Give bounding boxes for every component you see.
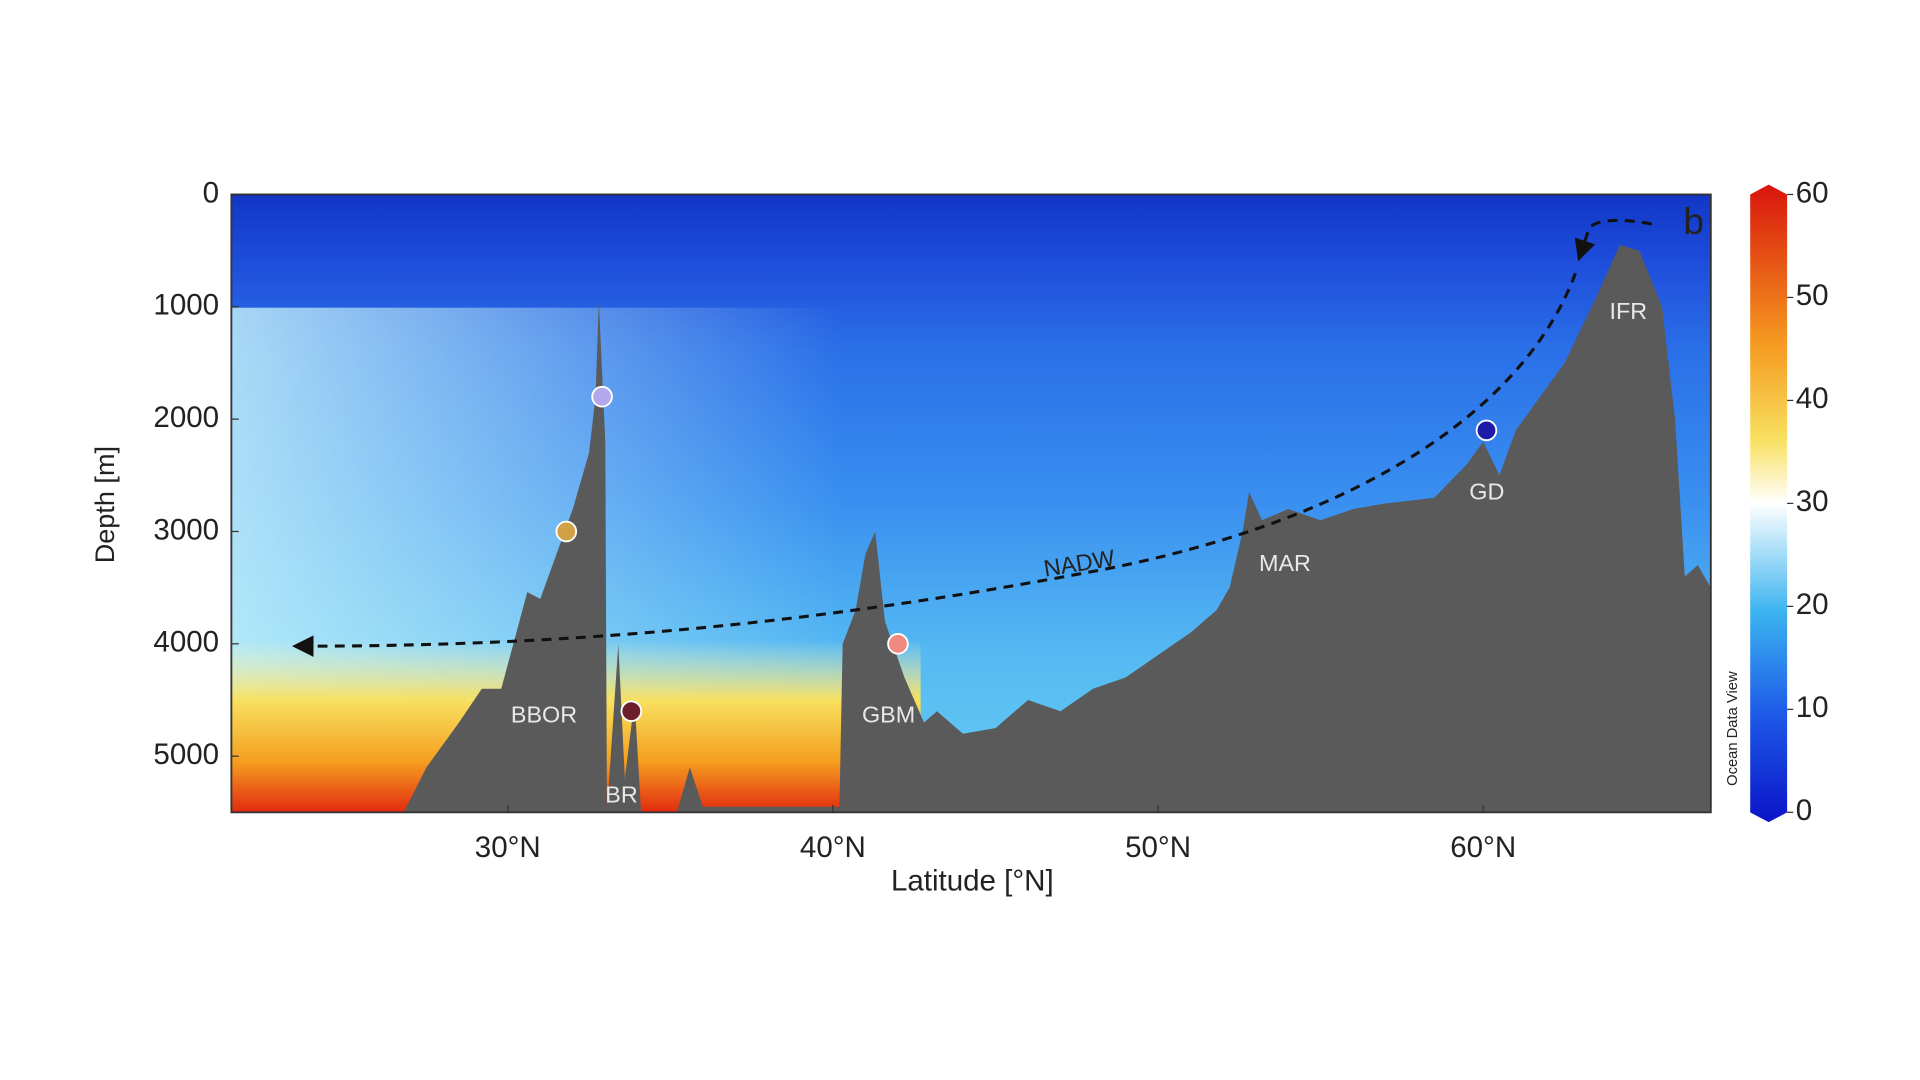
flow-arrow <box>292 272 1577 657</box>
flow-arrow <box>1574 218 1653 262</box>
bathymetry <box>403 245 1711 813</box>
y-axis-label: Depth [m] <box>89 446 120 563</box>
annotation: MAR <box>1259 550 1311 576</box>
sample-point <box>620 700 643 722</box>
annotation: GBM <box>862 701 915 727</box>
chart-root: BBOR BR GBM MAR GD IFR NADW b Latitude [… <box>89 176 1828 897</box>
y-tick-label: 5000 <box>153 738 219 771</box>
x-axis-label: Latitude [°N] <box>891 864 1054 897</box>
y-tick-label: 0 <box>203 176 219 209</box>
x-tick-label: 50°N <box>1125 831 1191 864</box>
colorbar-tick-label: 30 <box>1796 485 1829 518</box>
sample-point <box>591 385 613 408</box>
colorbar-tick-label: 60 <box>1796 176 1829 209</box>
colorbar <box>1750 184 1788 823</box>
bathymetry-layer <box>403 245 1711 813</box>
x-tick-label: 60°N <box>1450 831 1516 864</box>
y-tick-label: 4000 <box>153 626 219 659</box>
y-tick-label: 3000 <box>153 513 219 546</box>
colorbar-tick-label: 50 <box>1796 279 1829 312</box>
sample-point <box>555 520 578 543</box>
colorbar-label: Ocean Data View <box>1725 671 1741 786</box>
annotation: IFR <box>1610 298 1648 324</box>
panel-label: b <box>1683 201 1704 242</box>
y-tick-label: 2000 <box>153 401 219 434</box>
sample-point <box>1475 419 1498 442</box>
x-tick-label: 30°N <box>475 831 541 864</box>
colorbar-tick-label: 0 <box>1796 794 1812 827</box>
annotation: BBOR <box>511 701 577 727</box>
plot-frame <box>230 193 1712 814</box>
colorbar-tick-label: 20 <box>1796 588 1829 621</box>
x-tick-label: 40°N <box>800 831 866 864</box>
colorbar-tick-label: 40 <box>1796 382 1829 415</box>
y-tick-label: 1000 <box>153 289 219 322</box>
annotation: BR <box>605 781 637 807</box>
sample-point <box>887 633 909 655</box>
annotation: GD <box>1469 479 1504 505</box>
colorbar-tick-label: 10 <box>1796 691 1829 724</box>
